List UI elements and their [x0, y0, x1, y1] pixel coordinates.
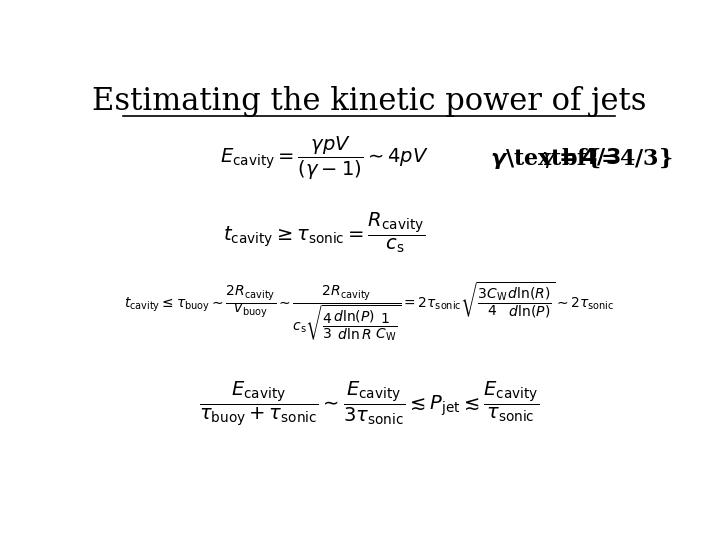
- Text: Estimating the kinetic power of jets: Estimating the kinetic power of jets: [91, 85, 647, 117]
- Text: $t_{\mathrm{cavity}} \geq \tau_{\mathrm{sonic}} = \dfrac{R_{\mathrm{cavity}}}{c_: $t_{\mathrm{cavity}} \geq \tau_{\mathrm{…: [223, 211, 426, 255]
- Text: $E_{\mathrm{cavity}} = \dfrac{\gamma p V}{(\gamma - 1)} \sim 4pV$: $E_{\mathrm{cavity}} = \dfrac{\gamma p V…: [220, 135, 428, 182]
- Text: $\boldsymbol{\gamma}$\textbf{=4/3}: $\boldsymbol{\gamma}$\textbf{=4/3}: [490, 146, 672, 171]
- Text: $\gamma\mathbf{=4/3}$: $\gamma\mathbf{=4/3}$: [541, 146, 621, 170]
- Text: $t_{\mathrm{cavity}} \leq \tau_{\mathrm{buoy}} \sim \dfrac{2R_{\mathrm{cavity}}}: $t_{\mathrm{cavity}} \leq \tau_{\mathrm{…: [124, 281, 614, 343]
- Text: $\dfrac{E_{\mathrm{cavity}}}{\tau_{\mathrm{buoy}} + \tau_{\mathrm{sonic}}} \sim : $\dfrac{E_{\mathrm{cavity}}}{\tau_{\math…: [199, 379, 539, 428]
